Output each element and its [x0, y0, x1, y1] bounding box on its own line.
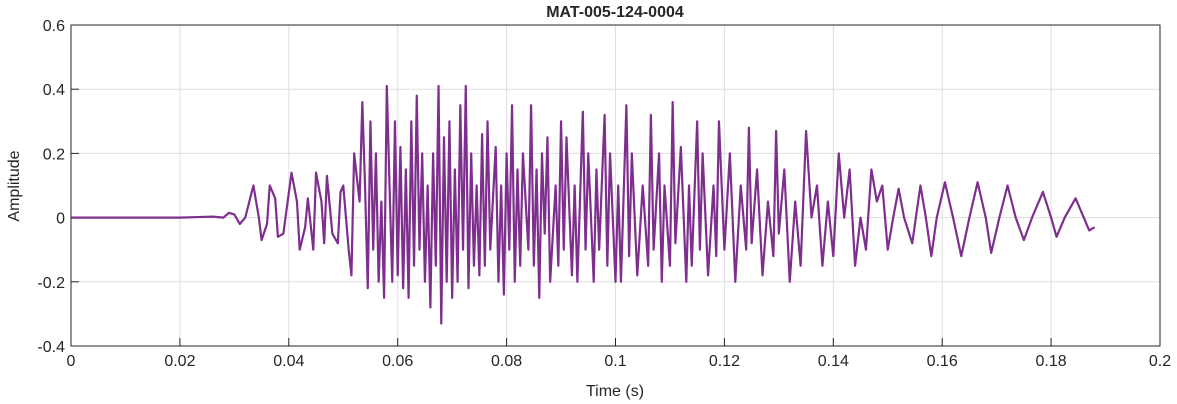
waveform-line [71, 84, 1096, 325]
y-tick-label: -0.4 [37, 339, 65, 356]
y-tick-label: 0.6 [43, 18, 65, 35]
y-axis-label: Amplitude [6, 150, 23, 221]
x-tick-label: 0.04 [273, 353, 304, 370]
axes-box [70, 24, 1161, 347]
x-axis-label: Time (s) [586, 383, 644, 400]
chart-title: MAT-005-124-0004 [546, 4, 684, 21]
x-tick-label: 0.06 [382, 353, 413, 370]
x-tick-label: 0.18 [1036, 353, 1067, 370]
x-tick-label: 0.16 [927, 353, 958, 370]
y-tick-label: 0.2 [43, 146, 65, 163]
x-tick-label: 0.08 [491, 353, 522, 370]
x-tick-label: 0.14 [818, 353, 849, 370]
x-tick-label: 0.12 [709, 353, 740, 370]
y-tick-label: -0.2 [37, 275, 65, 292]
x-tick-label: 0.02 [164, 353, 195, 370]
x-tick-label: 0 [67, 353, 76, 370]
x-tick-label: 0.1 [604, 353, 626, 370]
y-tick-label: 0.4 [43, 82, 65, 99]
x-tick-label: 0.2 [1149, 353, 1171, 370]
y-tick-label: 0 [56, 211, 65, 228]
